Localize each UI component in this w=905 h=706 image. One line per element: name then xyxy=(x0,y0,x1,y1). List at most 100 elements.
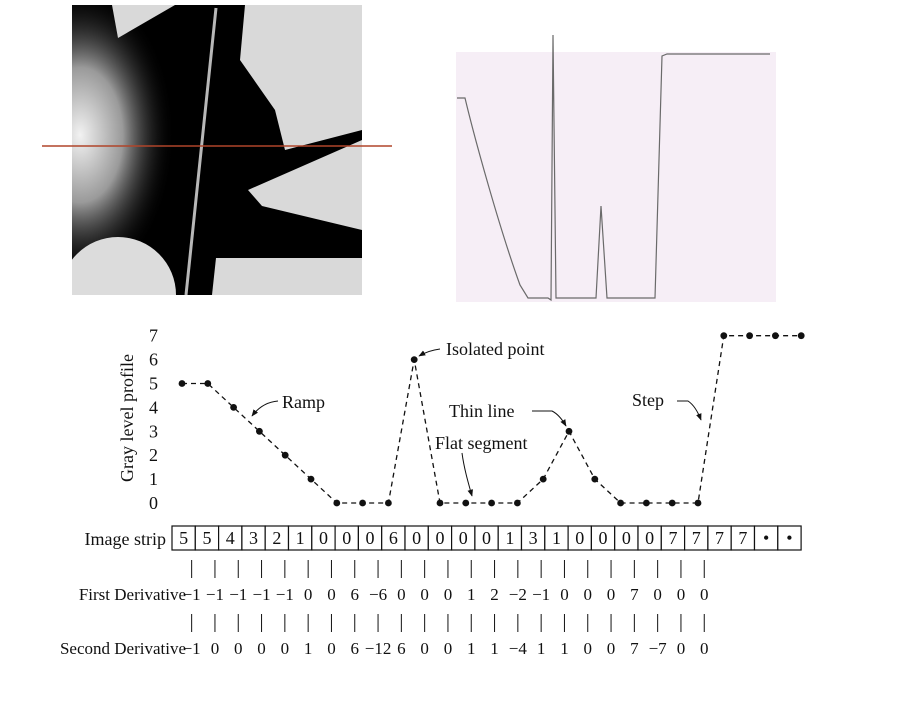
derivative-value: 6 xyxy=(351,639,360,658)
derivative-value: −1 xyxy=(253,585,271,604)
thin-line-feature xyxy=(184,7,218,295)
profile-point xyxy=(591,475,599,483)
derivative-value: −1 xyxy=(206,585,224,604)
derivative-value: 7 xyxy=(630,639,639,658)
strip-cell-value: 1 xyxy=(296,528,305,548)
strip-cell-value: 0 xyxy=(435,528,444,548)
profile-point xyxy=(178,380,186,387)
strip-cell-value: 0 xyxy=(366,528,375,548)
strip-cell-value: 4 xyxy=(226,528,235,548)
profile-point xyxy=(797,332,805,340)
derivative-value: 0 xyxy=(327,639,336,658)
profile-point xyxy=(617,499,624,507)
y-tick-label: 0 xyxy=(149,493,158,513)
annotation-step: Step xyxy=(632,390,664,410)
profile-point xyxy=(462,499,470,507)
derivative-value: −1 xyxy=(229,585,247,604)
profile-point xyxy=(281,451,289,459)
profile-curve xyxy=(457,34,770,302)
annotation-thin-line: Thin line xyxy=(449,401,515,421)
derivative-value: 0 xyxy=(234,639,243,658)
strip-cell-value: 2 xyxy=(272,528,281,548)
strip-cell xyxy=(777,525,802,551)
strip-cell-value: 1 xyxy=(505,528,514,548)
derivative-value: −2 xyxy=(509,585,527,604)
bright-triangle xyxy=(112,5,175,38)
derivative-value: 1 xyxy=(560,639,569,658)
profile-point xyxy=(643,499,650,507)
derivative-value: 6 xyxy=(397,639,406,658)
profile-point xyxy=(385,499,392,507)
derivative-value: −1 xyxy=(276,585,294,604)
profile-point xyxy=(359,499,366,507)
annotation-flat-segment: Flat segment xyxy=(435,433,528,453)
y-axis-label: Gray level profile xyxy=(117,354,137,482)
strip-cell-value: 6 xyxy=(389,528,398,548)
derivative-value: 0 xyxy=(397,585,406,604)
strip-cell-value: • xyxy=(763,528,769,548)
strip-cell-value: 0 xyxy=(342,528,351,548)
y-axis-ticks: 0 1 2 3 4 5 6 7 xyxy=(149,326,158,513)
derivative-value: 0 xyxy=(211,639,220,658)
strip-cell-value: 3 xyxy=(249,528,258,548)
profile-point xyxy=(204,380,212,387)
strip-cell-value: 0 xyxy=(622,528,631,548)
derivative-value: 1 xyxy=(467,639,476,658)
profile-point xyxy=(539,475,547,483)
derivative-value: 1 xyxy=(490,639,499,658)
image-strip: 5 5 4 3 2 1 0 0 0 6 0 0 0 0 1 3 1 0 0 0 0 7 7 7 7 • • xyxy=(171,525,802,551)
derivative-value: 0 xyxy=(700,639,709,658)
profile-points xyxy=(178,332,805,507)
bright-region-bottom xyxy=(212,258,362,295)
y-tick-label: 5 xyxy=(149,374,158,394)
derivative-value: 0 xyxy=(560,585,569,604)
intensity-ramp-blob xyxy=(72,5,175,285)
derivative-value: 0 xyxy=(584,585,593,604)
profile-point xyxy=(307,475,315,483)
derivative-value: 0 xyxy=(607,585,616,604)
strip-cell-value: 0 xyxy=(319,528,328,548)
strip-cell-value: 7 xyxy=(715,528,724,548)
derivative-value: 2 xyxy=(490,585,499,604)
strip-cell-value: • xyxy=(786,528,792,548)
ramp-arrow xyxy=(251,400,279,417)
derivative-value: 0 xyxy=(420,585,429,604)
strip-cell-value: 7 xyxy=(668,528,677,548)
y-tick-label: 2 xyxy=(149,445,158,465)
derivative-value: 6 xyxy=(351,585,360,604)
strip-cell-value: 0 xyxy=(482,528,491,548)
y-tick-label: 3 xyxy=(149,421,158,441)
first-derivative-row: −1 −1 −1 −1 −1 0 0 6 −6 0 0 0 1 2 −2 −1 0 0 0 7 0 0 0 xyxy=(183,560,709,604)
derivative-value: −6 xyxy=(369,585,387,604)
annotations: Ramp Isolated point Thin line Flat segme… xyxy=(251,339,702,497)
strip-cell-value: 0 xyxy=(412,528,421,548)
strip-cell-value: 3 xyxy=(529,528,538,548)
profile-point xyxy=(565,427,573,435)
flat-segment-arrow xyxy=(461,452,473,497)
bright-region-top xyxy=(240,5,362,150)
derivative-value: 7 xyxy=(630,585,639,604)
derivative-value: 0 xyxy=(420,639,429,658)
strip-cell-value: 7 xyxy=(738,528,747,548)
isolated-point-arrow xyxy=(418,348,441,357)
annotation-ramp: Ramp xyxy=(282,392,325,412)
derivative-value: 0 xyxy=(700,585,709,604)
profile-point xyxy=(514,499,521,507)
profile-point xyxy=(333,499,341,507)
profile-panel xyxy=(456,52,776,302)
strip-cell-value: 0 xyxy=(575,528,584,548)
derivative-value: 0 xyxy=(607,639,616,658)
derivative-value: −4 xyxy=(509,639,528,658)
derivative-value: 0 xyxy=(653,585,662,604)
derivative-value: 0 xyxy=(584,639,593,658)
y-tick-label: 1 xyxy=(149,469,158,489)
derivative-value: 0 xyxy=(444,585,453,604)
image-strip-label: Image strip xyxy=(85,529,166,549)
y-tick-label: 4 xyxy=(149,397,158,417)
derivative-value: 1 xyxy=(304,639,313,658)
strip-cell-value: 0 xyxy=(599,528,608,548)
bright-disc xyxy=(72,237,176,295)
derivative-value: −12 xyxy=(365,639,392,658)
gray-level-chart: 0 1 2 3 4 5 6 7 Gray level profile Ramp Isolate… xyxy=(117,326,805,513)
